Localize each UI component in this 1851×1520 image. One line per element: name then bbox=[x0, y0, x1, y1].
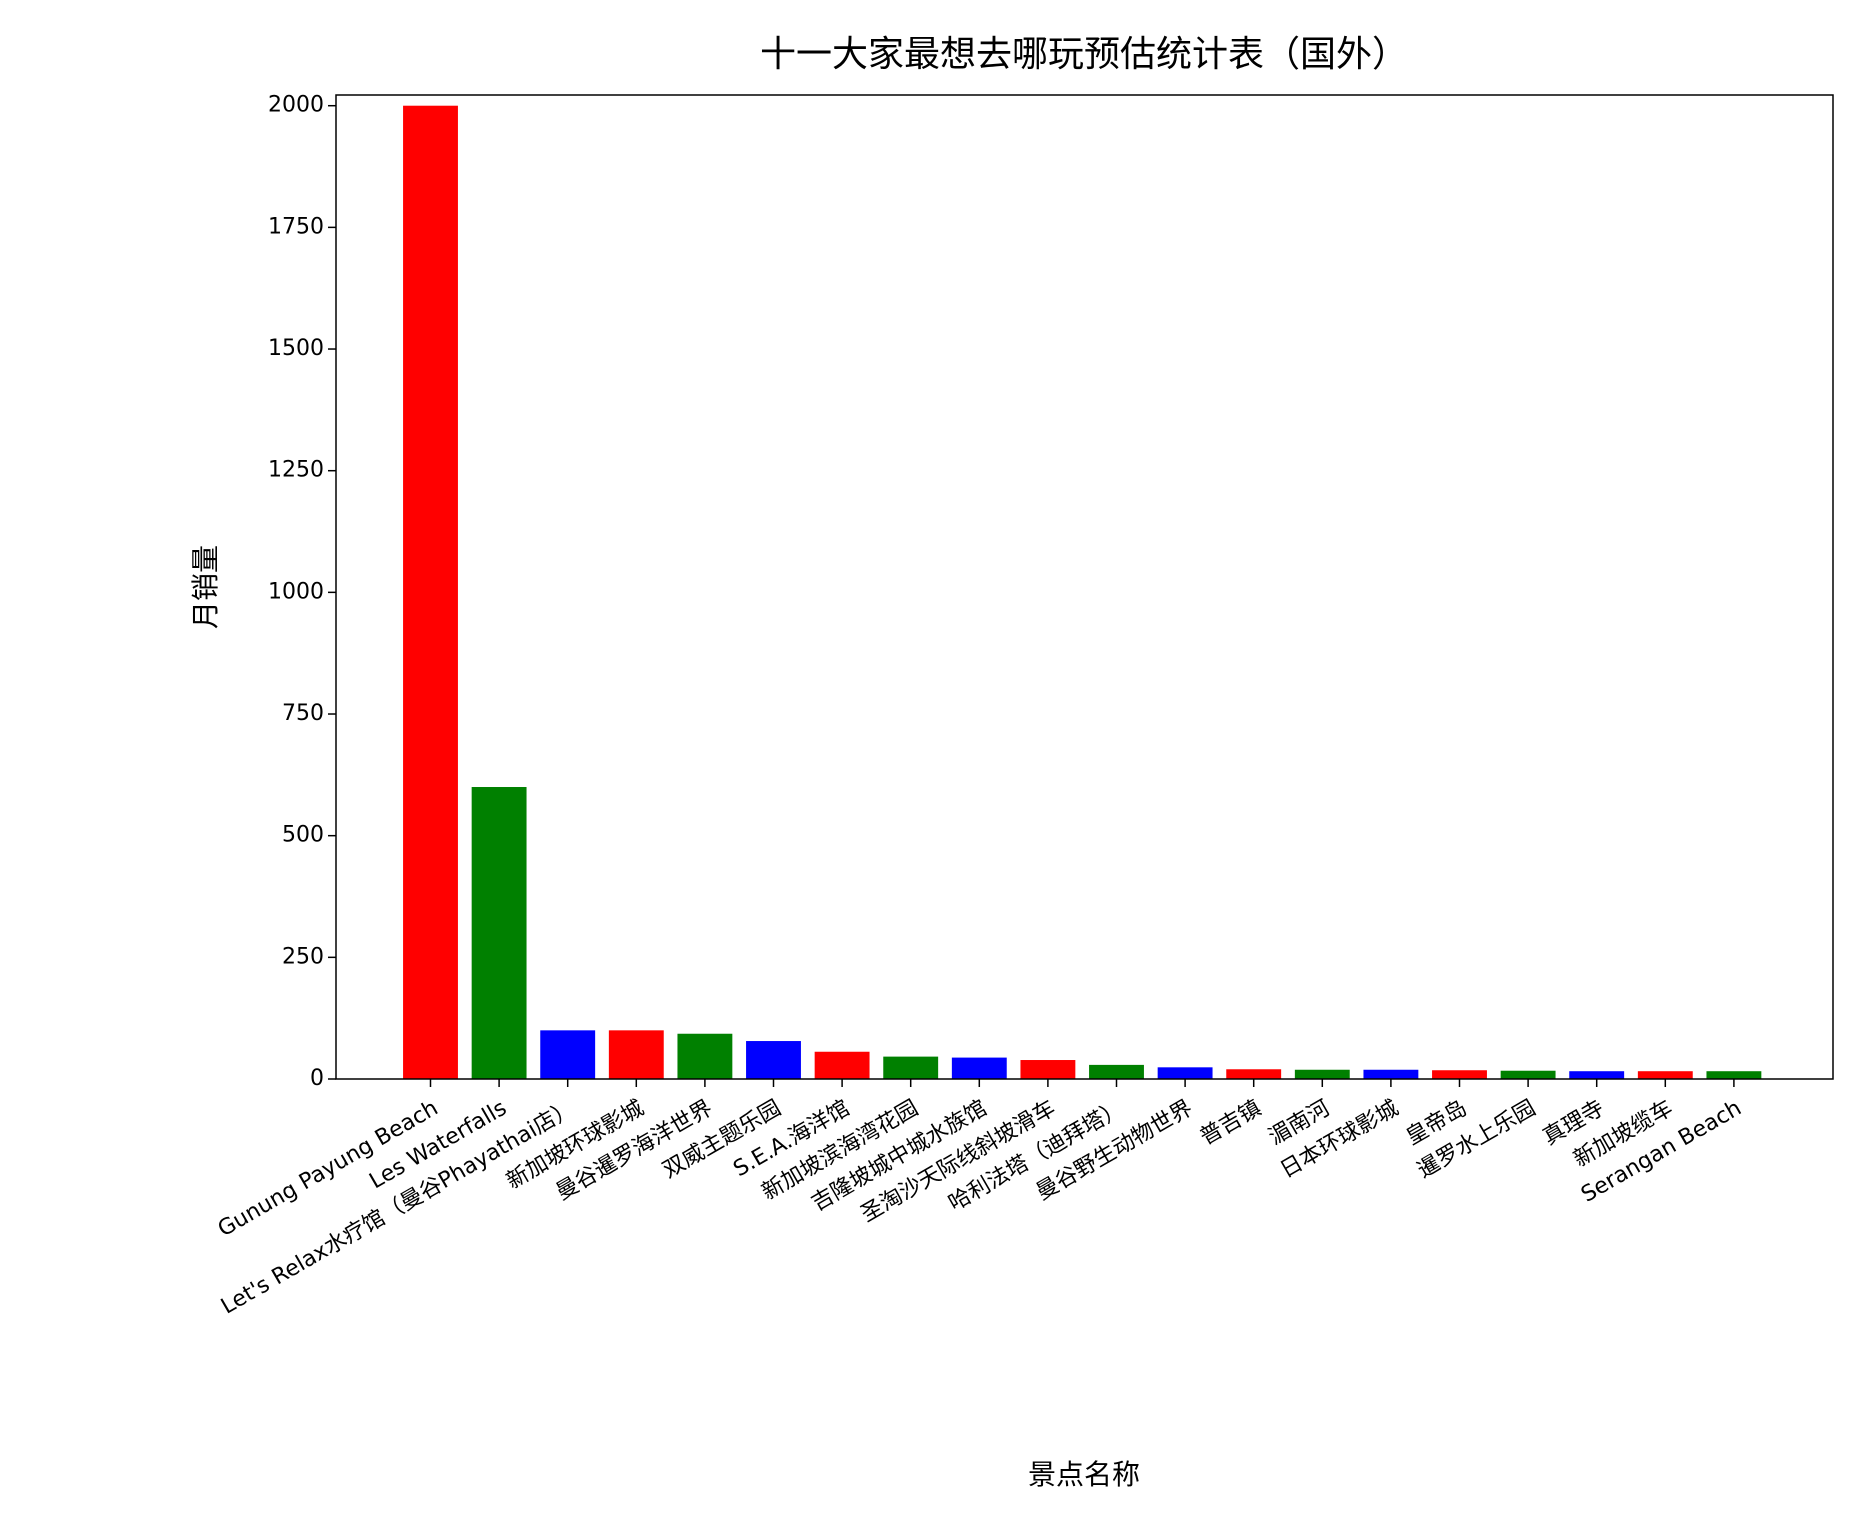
bar bbox=[1157, 1067, 1213, 1079]
bar bbox=[814, 1051, 870, 1079]
y-tick-label: 1750 bbox=[268, 214, 324, 239]
y-axis-label: 月销量 bbox=[189, 545, 222, 629]
bar bbox=[1020, 1060, 1076, 1079]
bar bbox=[1500, 1070, 1556, 1079]
bar bbox=[883, 1056, 939, 1079]
bar bbox=[403, 105, 458, 1079]
y-tick-label: 1250 bbox=[268, 458, 324, 483]
bar bbox=[746, 1041, 801, 1079]
bar bbox=[1363, 1069, 1419, 1079]
x-axis-label: 景点名称 bbox=[1028, 1458, 1140, 1491]
y-tick-label: 2000 bbox=[268, 93, 324, 118]
bar bbox=[471, 787, 527, 1079]
bar bbox=[677, 1033, 733, 1079]
x-tick-label: 普吉镇 bbox=[1196, 1096, 1266, 1151]
chart-title: 十一大家最想去哪玩预估统计表（国外） bbox=[760, 34, 1408, 75]
y-tick-label: 250 bbox=[282, 944, 324, 969]
y-tick-label: 0 bbox=[310, 1066, 324, 1091]
y-tick-label: 1500 bbox=[268, 336, 324, 361]
bar bbox=[951, 1057, 1007, 1079]
bar bbox=[1432, 1070, 1487, 1079]
bar bbox=[608, 1030, 664, 1079]
bar bbox=[1569, 1071, 1625, 1079]
bar bbox=[1226, 1069, 1282, 1079]
y-tick-label: 750 bbox=[282, 701, 324, 726]
bar bbox=[1706, 1071, 1762, 1079]
y-tick-label: 1000 bbox=[268, 579, 324, 604]
bar bbox=[1089, 1064, 1144, 1079]
bar bbox=[540, 1030, 596, 1079]
y-tick-label: 500 bbox=[282, 823, 324, 848]
bar bbox=[1637, 1071, 1693, 1079]
bar bbox=[1294, 1069, 1350, 1079]
plot-frame bbox=[335, 94, 1834, 1080]
